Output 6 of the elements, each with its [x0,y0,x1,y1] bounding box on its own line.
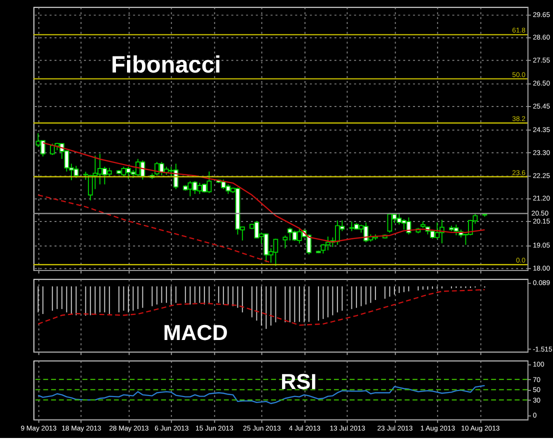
candlestick [282,234,288,249]
annotation: MACD [163,320,228,345]
annotation: Fibonacci [111,52,221,78]
line-series [38,194,272,264]
line-series [38,289,486,326]
annotation: RSI [280,368,317,394]
